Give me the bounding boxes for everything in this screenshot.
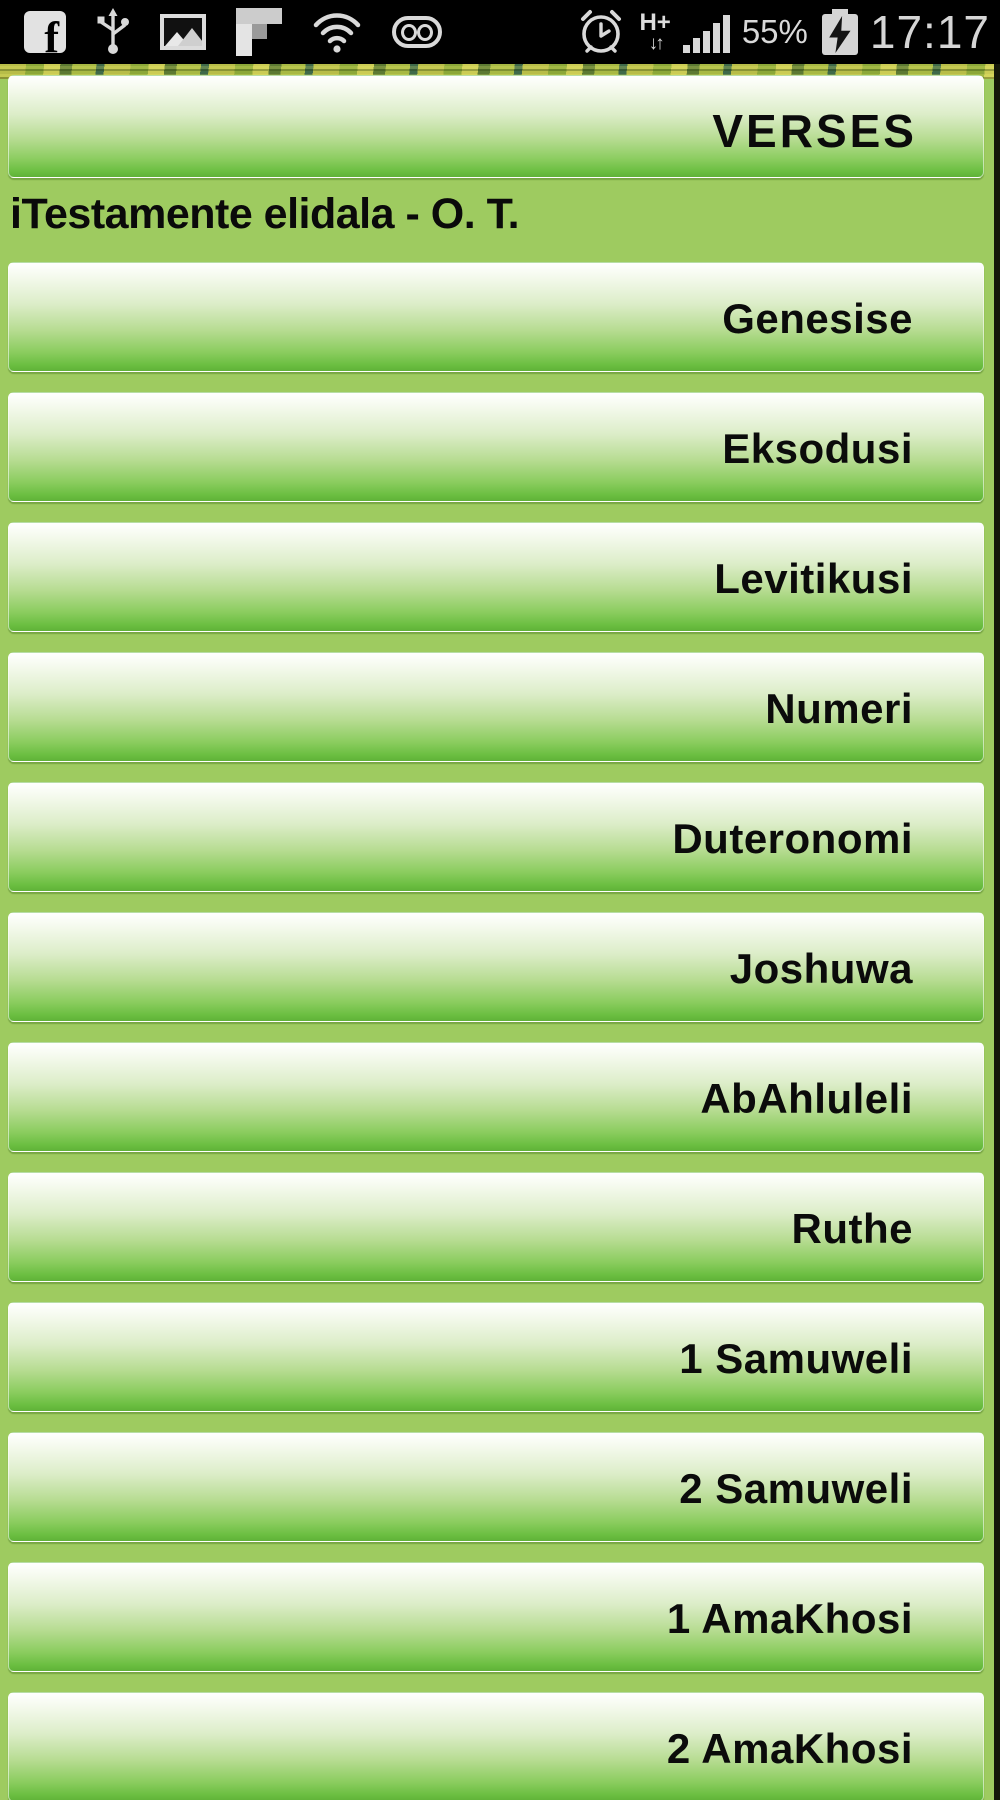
- book-button-2-amakhosi[interactable]: 2 AmaKhosi: [8, 1692, 984, 1800]
- old-testament-heading: iTestamente elidala - O. T.: [10, 190, 520, 238]
- clock-time: 17:17: [869, 6, 990, 58]
- battery-charging-icon: [821, 9, 858, 55]
- status-bar-notifications: f: [10, 8, 442, 56]
- mobile-data-icon: H+ ↓↑: [639, 9, 671, 54]
- book-button-joshuwa[interactable]: Joshuwa: [8, 912, 984, 1022]
- gallery-icon: [160, 14, 206, 50]
- book-button-eksodusi[interactable]: Eksodusi: [8, 392, 984, 502]
- book-button-abahluleli[interactable]: AbAhluleli: [8, 1042, 984, 1152]
- app-content: VERSES iTestamente elidala - O. T. Genes…: [0, 64, 1000, 1800]
- book-button-genesise[interactable]: Genesise: [8, 262, 984, 372]
- alarm-icon: [581, 10, 622, 53]
- book-button-levitikusi[interactable]: Levitikusi: [8, 522, 984, 632]
- status-bar: f: [0, 0, 1000, 64]
- wifi-icon: [313, 13, 361, 53]
- book-button-1-amakhosi[interactable]: 1 AmaKhosi: [8, 1562, 984, 1672]
- book-button-numeri[interactable]: Numeri: [8, 652, 984, 762]
- usb-icon: [97, 8, 129, 54]
- book-button-duteronomi[interactable]: Duteronomi: [8, 782, 984, 892]
- verses-header-button[interactable]: VERSES: [8, 75, 984, 178]
- battery-percent: 55%: [741, 13, 808, 50]
- book-button-ruthe[interactable]: Ruthe: [8, 1172, 984, 1282]
- book-button-1-samuweli[interactable]: 1 Samuweli: [8, 1302, 984, 1412]
- facebook-icon: f: [24, 11, 66, 53]
- signal-strength-icon: [682, 11, 730, 53]
- book-button-2-samuweli[interactable]: 2 Samuweli: [8, 1432, 984, 1542]
- screen-right-edge: [994, 64, 1000, 1800]
- status-bar-indicators: H+ ↓↑ 55% 17:17: [575, 5, 990, 59]
- flipboard-icon: [236, 8, 282, 56]
- voicemail-icon: [392, 16, 442, 48]
